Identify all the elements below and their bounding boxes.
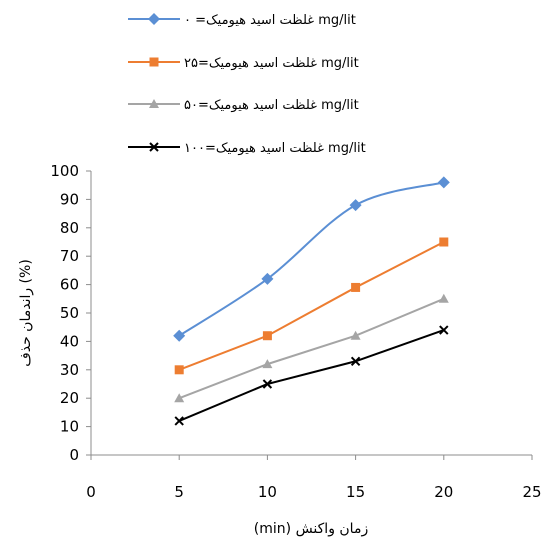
legend-item: غلظت اسید هیومیک= ۰ mg/lit xyxy=(128,13,356,28)
legend-marker xyxy=(149,142,159,152)
legend-item: غلظت اسید هیومیک=۱۰۰ mg/lit xyxy=(128,141,366,156)
data-point xyxy=(261,272,274,285)
data-point xyxy=(350,356,361,366)
series-line xyxy=(178,329,445,422)
x-marker-stroke xyxy=(262,379,273,389)
series-line xyxy=(178,241,445,371)
x-marker-stroke xyxy=(174,416,184,426)
y-tick-label: 50 xyxy=(60,304,79,322)
series-line xyxy=(178,297,445,400)
data-point xyxy=(350,330,361,340)
x-marker-stroke xyxy=(439,325,449,335)
data-point xyxy=(438,293,449,303)
x-marker-stroke xyxy=(149,142,159,152)
series-3 xyxy=(174,293,449,403)
x-tick-label: 15 xyxy=(346,483,365,501)
data-point xyxy=(262,379,273,389)
data-point xyxy=(262,331,272,341)
legend-label: غلظت اسید هیومیک=۱۰۰ mg/lit xyxy=(184,141,366,156)
y-tick-label: 0 xyxy=(69,446,79,464)
legend-label: غلظت اسید هیومیک=۵۰ mg/lit xyxy=(184,98,359,113)
y-tick-label: 100 xyxy=(50,162,79,180)
y-tick-label: 90 xyxy=(60,190,79,208)
legend-marker xyxy=(149,57,159,67)
legend-item: غلظت اسید هیومیک=۵۰ mg/lit xyxy=(128,98,359,113)
data-point xyxy=(437,176,450,189)
legend: غلظت اسید هیومیک= ۰ mg/lit غلظت اسید هیوم… xyxy=(128,13,366,156)
legend-item: غلظت اسید هیومیک=۲۵ mg/lit xyxy=(128,56,359,71)
data-point xyxy=(173,329,186,342)
data-point xyxy=(439,237,449,247)
x-tick-label: 25 xyxy=(522,483,541,501)
data-point xyxy=(174,365,184,375)
axes: 0 5 10 15 20 25 0 10 20 30 40 50 60 70 80 90 100 xyxy=(50,162,541,501)
series-4 xyxy=(174,325,449,426)
y-axis-title: راندمان حذف (%) xyxy=(18,259,34,367)
data-point xyxy=(349,199,362,212)
data-point xyxy=(174,393,185,403)
y-tick-label: 60 xyxy=(60,276,79,294)
y-tick-label: 80 xyxy=(60,219,79,237)
legend-label: غلظت اسید هیومیک=۲۵ mg/lit xyxy=(184,56,359,71)
x-tick-label: 10 xyxy=(258,483,277,501)
series-2 xyxy=(174,237,449,375)
data-point xyxy=(439,325,449,335)
series-line xyxy=(178,181,445,337)
plot-area xyxy=(173,176,450,426)
data-point xyxy=(262,359,273,369)
x-tick-label: 5 xyxy=(174,483,184,501)
y-tick-label: 30 xyxy=(60,361,79,379)
x-tick-label: 0 xyxy=(86,483,96,501)
y-tick-label: 70 xyxy=(60,247,79,265)
x-marker-stroke xyxy=(350,356,361,366)
x-axis-ticks: 0 5 10 15 20 25 xyxy=(86,455,542,501)
x-tick-label: 20 xyxy=(434,483,453,501)
y-tick-label: 20 xyxy=(60,389,79,407)
data-point xyxy=(351,282,361,292)
legend-label: غلظت اسید هیومیک= ۰ mg/lit xyxy=(184,13,356,28)
y-tick-label: 40 xyxy=(60,332,79,350)
legend-marker xyxy=(149,99,159,108)
legend-marker xyxy=(148,13,160,25)
x-axis-title: (min) زمان واکنش xyxy=(254,521,368,537)
y-tick-label: 10 xyxy=(60,418,79,436)
data-point xyxy=(174,416,184,426)
series-1 xyxy=(173,176,450,342)
y-axis-ticks: 0 10 20 30 40 50 60 70 80 90 100 xyxy=(50,162,91,464)
